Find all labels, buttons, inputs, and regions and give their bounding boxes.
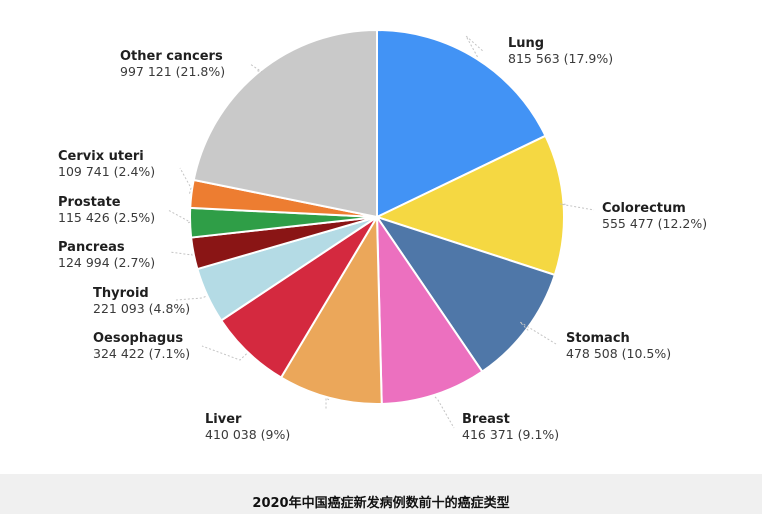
slice-label-value: 815 563 (17.9%) bbox=[508, 51, 613, 66]
slice-label-value: 997 121 (21.8%) bbox=[120, 64, 225, 79]
slice-label-value: 124 994 (2.7%) bbox=[58, 255, 155, 270]
pie-slice-other-cancers bbox=[192, 28, 378, 219]
figure-caption: 2020年中国癌症新发病例数前十的癌症类型 bbox=[252, 496, 510, 511]
leader-lines bbox=[167, 35, 595, 429]
slice-label-name: Breast bbox=[462, 412, 510, 427]
slice-label-name: Oesophagus bbox=[93, 331, 183, 346]
slice-label-value: 416 371 (9.1%) bbox=[462, 427, 559, 442]
pie-slice-stomach bbox=[374, 215, 557, 373]
slice-label-name: Cervix uteri bbox=[58, 149, 144, 164]
slice-label-value: 555 477 (12.2%) bbox=[602, 216, 707, 231]
slice-label-value: 221 093 (4.8%) bbox=[93, 301, 190, 316]
slice-label-name: Stomach bbox=[566, 331, 630, 346]
leader-line bbox=[169, 251, 193, 256]
slice-label-name: Prostate bbox=[58, 195, 121, 210]
pie-slice-breast bbox=[375, 213, 484, 405]
leader-line bbox=[175, 296, 206, 301]
pie-slice-liver bbox=[279, 213, 383, 405]
leader-line bbox=[434, 396, 455, 429]
slice-label-name: Colorectum bbox=[602, 201, 686, 216]
pie-slices bbox=[189, 28, 565, 405]
leader-line bbox=[559, 203, 595, 211]
slice-label-name: Pancreas bbox=[58, 240, 125, 255]
leader-line bbox=[201, 345, 247, 361]
slice-label-name: Thyroid bbox=[93, 286, 149, 301]
caption-bar: 2020年中国癌症新发病例数前十的癌症类型 bbox=[0, 474, 762, 514]
slice-label-value: 410 038 (9%) bbox=[205, 427, 290, 442]
slice-label-value: 115 426 (2.5%) bbox=[58, 210, 155, 225]
slice-label-name: Other cancers bbox=[120, 49, 223, 64]
leader-line bbox=[325, 397, 330, 410]
pie-slice-lung bbox=[376, 28, 547, 219]
slice-label-name: Liver bbox=[205, 412, 242, 427]
leader-line bbox=[249, 63, 263, 73]
slice-label-value: 478 508 (10.5%) bbox=[566, 346, 671, 361]
slice-label-value: 109 741 (2.4%) bbox=[58, 164, 155, 179]
leader-line bbox=[179, 167, 192, 194]
slice-label-value: 324 422 (7.1%) bbox=[93, 346, 190, 361]
leader-line bbox=[167, 209, 192, 224]
slice-label-name: Lung bbox=[508, 36, 544, 51]
